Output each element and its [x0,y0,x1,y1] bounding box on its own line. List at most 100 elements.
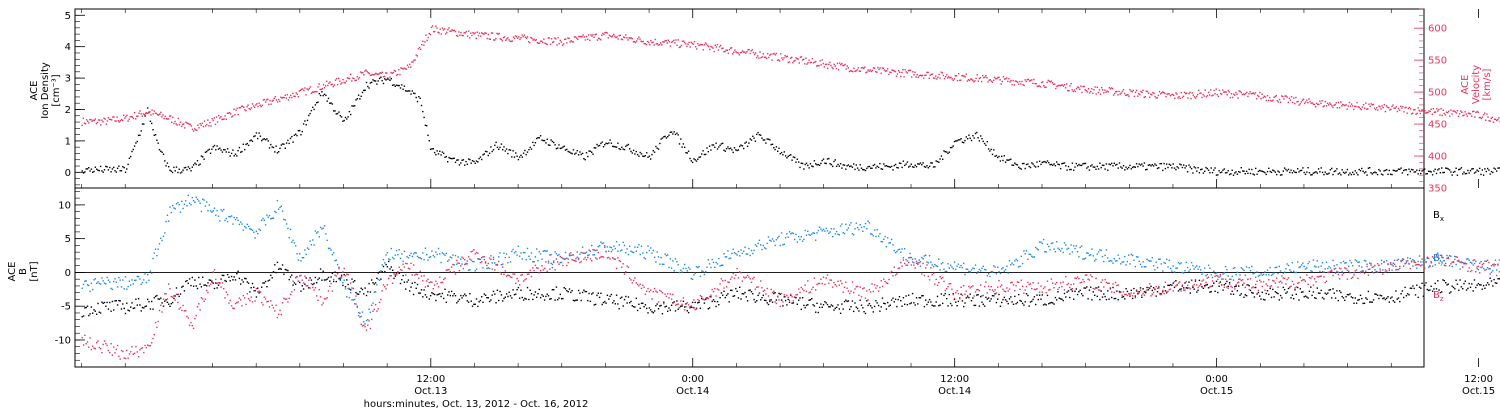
by-point [851,233,854,235]
velocity-point [799,56,802,58]
bx-point [1316,287,1318,289]
density-point [660,138,662,140]
bx-point [356,293,358,295]
velocity-point [1308,98,1310,100]
velocity-point [897,70,900,72]
bx-point [1080,293,1083,295]
velocity-point [1302,98,1305,101]
density-point [807,164,809,167]
velocity-point [484,32,486,34]
velocity-point [641,41,643,43]
density-point [1100,166,1102,169]
velocity-point [757,55,759,57]
density-point [955,140,957,142]
by-point [397,254,399,256]
bx-point [359,291,361,293]
bx-point [473,303,475,305]
bx-point [1346,293,1349,296]
bx-point [780,299,783,301]
by-point [301,257,303,259]
by-point [698,265,700,268]
velocity-point [872,67,875,69]
bx-point [1273,296,1275,298]
velocity-point [983,76,985,79]
velocity-point [1015,80,1018,83]
density-point [355,99,357,101]
density-point [494,144,496,146]
velocity-point [104,118,106,120]
velocity-point [682,40,685,42]
velocity-point [363,74,365,76]
density-axis-tick-label: 2 [65,105,71,116]
velocity-point [403,67,405,69]
bx-point [615,294,618,296]
by-point [141,281,144,284]
density-point [792,156,795,158]
density-point [1128,166,1130,169]
density-point [952,145,954,147]
bx-point [257,287,259,289]
density-point [1067,165,1070,168]
density-point [1236,173,1239,175]
by-point [547,262,550,264]
bx-point [1209,291,1211,293]
bx-point [925,299,927,301]
by-point [483,258,485,261]
bx-point [1188,281,1190,283]
velocity-point [949,77,951,79]
bx-point [873,305,876,308]
bx-point [1290,297,1292,299]
velocity-point [899,71,901,73]
velocity-point [163,118,165,120]
bx-point [1033,296,1036,298]
velocity-point [1489,120,1491,122]
by-point [464,259,466,261]
density-point [297,130,300,132]
velocity-point [507,37,509,39]
velocity-point [108,118,111,120]
density-point [1260,170,1262,172]
density-point [1141,163,1143,165]
density-point [788,154,791,157]
bx-point [1196,291,1198,293]
density-point [1041,161,1043,164]
b-axis-tick-label: -10 [55,335,71,346]
velocity-point [509,40,511,42]
velocity-point [557,36,559,39]
density-point [999,160,1002,162]
density-point [1177,167,1180,169]
density-point [166,162,169,164]
density-point [986,141,988,143]
density-point [94,166,96,168]
velocity-point [99,119,101,121]
velocity-point [624,36,626,39]
velocity-point [928,77,930,79]
by-point [653,256,656,258]
density-point [85,168,87,170]
density-point [296,134,298,137]
bx-point [316,282,318,284]
density-point [1010,158,1012,160]
velocity-point [713,50,715,53]
by-point [526,247,529,250]
by-point [931,264,933,266]
density-point [681,146,683,148]
bx-point [821,306,823,308]
density-point [389,79,391,81]
by-point [757,242,759,245]
density-point [820,162,822,165]
velocity-point [242,105,244,107]
velocity-point [789,57,792,59]
density-point [347,116,349,118]
density-point [1498,167,1500,169]
velocity-point [1068,89,1070,92]
bx-point [659,305,661,307]
velocity-point [644,43,647,45]
velocity-point [1240,91,1242,94]
bx-point [199,283,201,285]
by-point [598,245,601,247]
bx-point [99,312,102,314]
by-point [767,236,770,238]
by-point [284,219,286,221]
bx-point [1054,296,1057,299]
